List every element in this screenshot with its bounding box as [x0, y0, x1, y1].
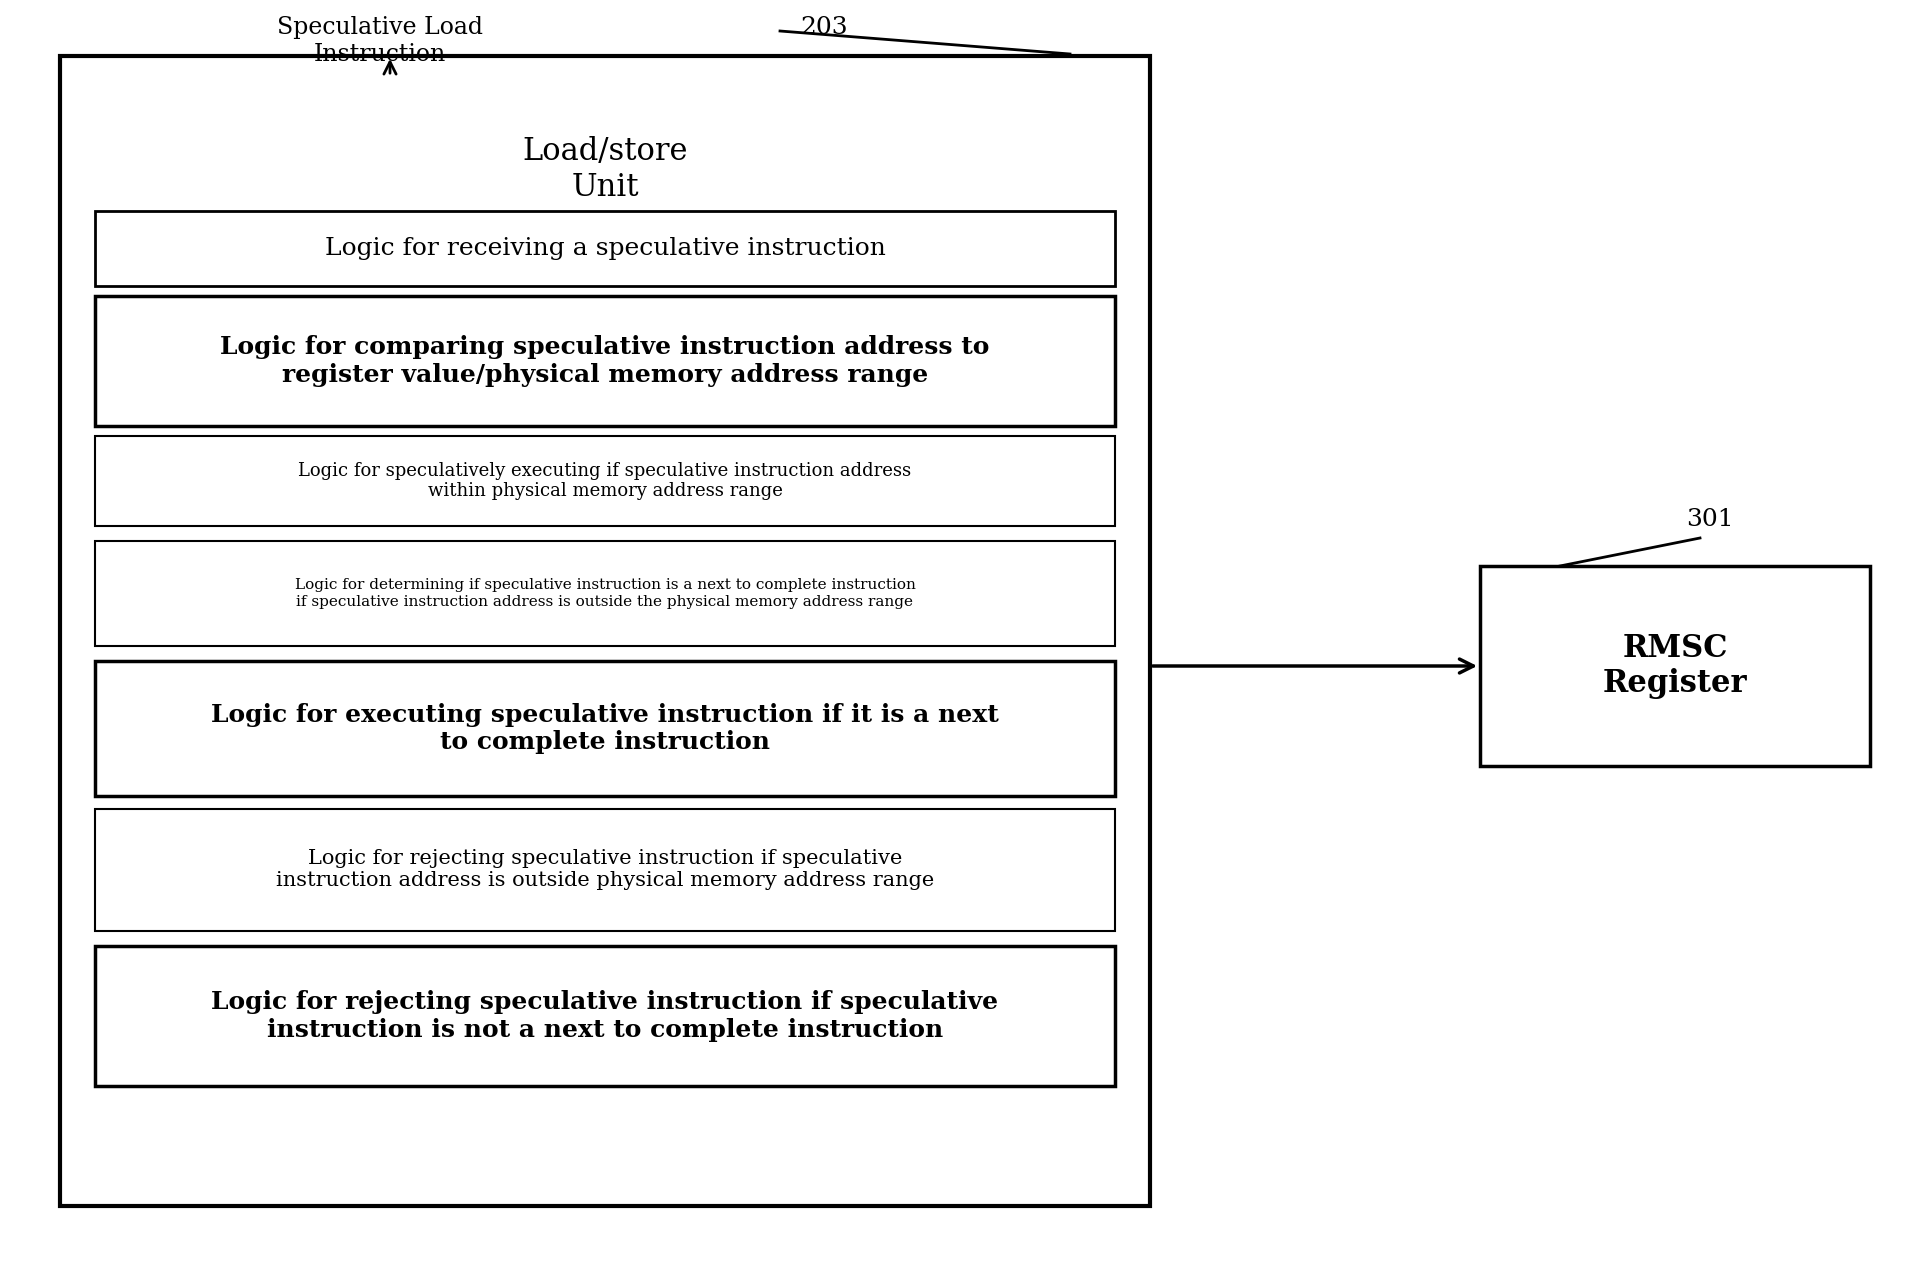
Text: Speculative Load
Instruction: Speculative Load Instruction [278, 15, 482, 66]
Bar [60, 57, 1150, 1206]
Text: Logic for rejecting speculative instruction if speculative
instruction is not a : Logic for rejecting speculative instruct… [212, 990, 999, 1042]
Text: Logic for executing speculative instruction if it is a next
to complete instruct: Logic for executing speculative instruct… [210, 702, 999, 755]
Bar [1480, 566, 1869, 766]
Bar [95, 661, 1115, 796]
Text: Logic for comparing speculative instruction address to
register value/physical m: Logic for comparing speculative instruct… [220, 336, 990, 387]
Bar [95, 541, 1115, 646]
Text: Logic for speculatively executing if speculative instruction address
within phys: Logic for speculatively executing if spe… [299, 462, 912, 500]
Bar [95, 809, 1115, 931]
Bar [95, 436, 1115, 526]
Text: Logic for rejecting speculative instruction if speculative
instruction address i: Logic for rejecting speculative instruct… [276, 850, 934, 890]
Bar [95, 296, 1115, 426]
Bar [95, 946, 1115, 1085]
Text: 203: 203 [801, 15, 847, 39]
Text: 301: 301 [1686, 508, 1734, 531]
Text: Logic for determining if speculative instruction is a next to complete instructi: Logic for determining if speculative ins… [295, 579, 916, 608]
Bar [95, 211, 1115, 285]
Text: Load/store
Unit: Load/store Unit [523, 136, 689, 203]
Text: RMSC
Register: RMSC Register [1603, 633, 1748, 700]
Text: Logic for receiving a speculative instruction: Logic for receiving a speculative instru… [324, 237, 885, 260]
